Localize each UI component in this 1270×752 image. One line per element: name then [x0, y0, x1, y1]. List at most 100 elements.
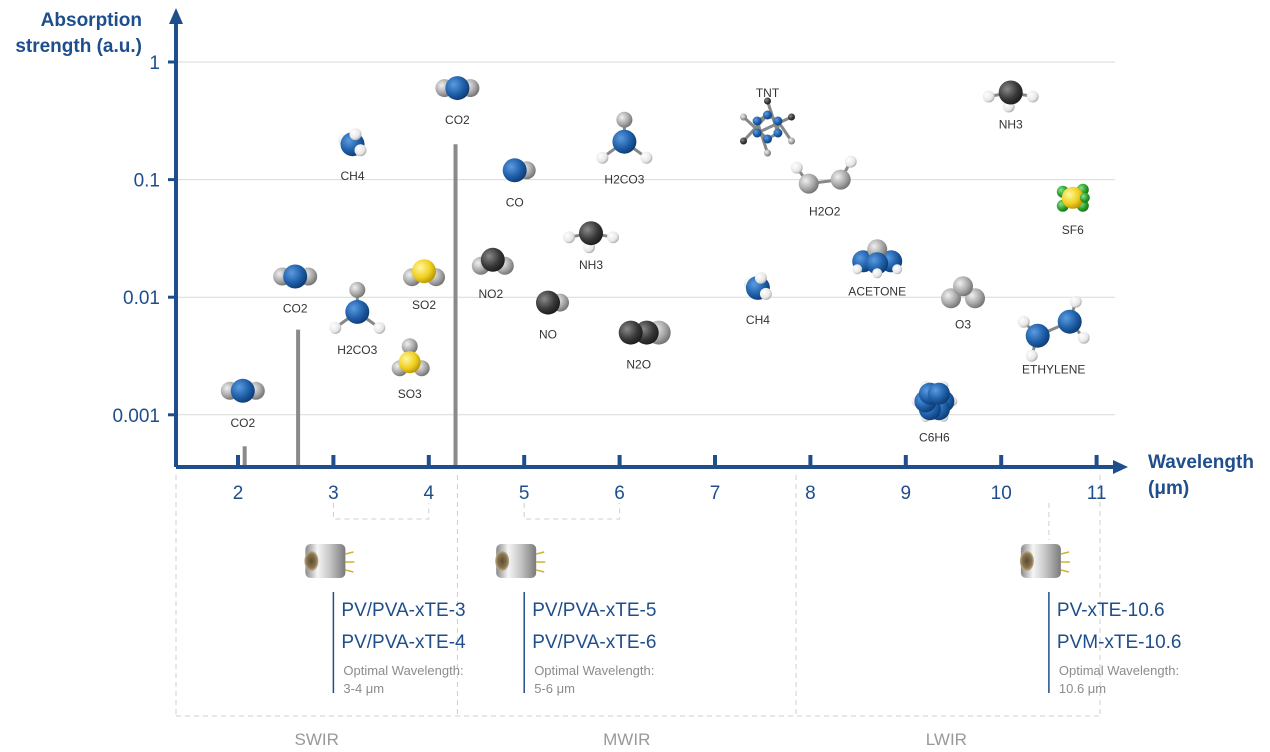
molecule-co2: CO2: [435, 76, 480, 127]
blue-atom: [773, 116, 783, 126]
band-label: MWIR: [603, 730, 650, 749]
molecule-label: CH4: [746, 313, 770, 327]
molecule-so2: SO2: [403, 259, 445, 312]
gray-atom: [401, 338, 418, 355]
molecule-so3: SO3: [391, 338, 430, 401]
molecule-sf6: SF6: [1056, 183, 1090, 237]
bond: [742, 113, 769, 143]
yellow-atom: [1061, 186, 1084, 209]
white-atom: [754, 271, 767, 284]
molecule-label: H2CO3: [337, 343, 377, 357]
optimal-value: 10.6 μm: [1059, 681, 1106, 696]
molecule-label: NH3: [999, 118, 1023, 132]
blue-atom: [502, 158, 527, 183]
x-axis-title-line2: (μm): [1148, 478, 1189, 499]
product-name: PVM-xTE-10.6: [1057, 632, 1182, 653]
product-name: PV/PVA-xTE-6: [532, 632, 656, 653]
dark-atom: [579, 221, 603, 246]
white-atom: [844, 155, 857, 168]
white-atom: [354, 144, 367, 157]
blue-atom: [445, 76, 470, 101]
blue-atom: [866, 252, 889, 275]
molecule-h2co3: H2CO3: [329, 281, 386, 357]
x-axis-arrow: [1113, 460, 1128, 474]
optimal-label: Optimal Wavelength:: [343, 663, 463, 678]
detector-pin: [345, 569, 354, 573]
molecule-co2: CO2: [273, 264, 318, 316]
molecule-acetone: ACETONE: [848, 239, 906, 298]
blue-atom: [345, 299, 370, 324]
molecule-ethylene: ETHYLENE: [1017, 295, 1090, 377]
product-name: PV/PVA-xTE-4: [341, 632, 466, 653]
grid-layer: 1 0.1 0.01 0.001: [112, 53, 1115, 427]
gray-atom: [740, 113, 747, 121]
dark-atom: [618, 320, 643, 345]
molecule-label: SO2: [412, 298, 436, 312]
molecule-label: CO2: [230, 416, 255, 430]
product-name: PV/PVA-xTE-5: [532, 600, 656, 621]
white-atom: [640, 151, 653, 164]
white-atom: [759, 287, 772, 300]
band-layer: SWIR MWIR LWIR: [175, 475, 1101, 749]
blue-atom: [763, 110, 772, 120]
white-atom: [872, 268, 883, 279]
blue-atom: [1025, 323, 1050, 348]
molecule-label: SF6: [1062, 223, 1084, 237]
white-atom: [607, 231, 619, 244]
molecule-label: O3: [955, 317, 971, 331]
detector-pin: [1060, 551, 1070, 555]
bond: [756, 115, 793, 135]
white-atom: [1077, 331, 1090, 344]
molecule-label: TNT: [756, 86, 780, 100]
detector-icon: [1019, 544, 1070, 578]
dark-atom: [764, 97, 771, 105]
y-tick-label: 0.1: [134, 171, 160, 192]
y-axis-arrow: [169, 8, 183, 24]
green-atom: [1079, 192, 1090, 203]
x-tick-label: 3: [328, 483, 339, 504]
white-atom: [596, 151, 609, 164]
blue-atom: [612, 129, 637, 154]
product-name: PV-xTE-10.6: [1057, 600, 1165, 621]
molecule-layer: CO2 CO2 CH4 H2CO3 SO2 SO3 CO2 NO2 CO NO NH3 H2CO3 N2…: [220, 76, 1090, 444]
x-axis-title-line1: Wavelength: [1148, 452, 1254, 473]
molecule-ch4: CH4: [743, 271, 772, 327]
x-tick-label: 2: [233, 483, 244, 504]
blue-atom: [752, 128, 762, 138]
optimal-value: 5-6 μm: [534, 681, 575, 696]
detector-icon: [304, 544, 355, 578]
blue-atom: [763, 134, 772, 144]
blue-atom: [927, 382, 950, 405]
molecule-h2co3: H2CO3: [596, 111, 653, 187]
optimal-label: Optimal Wavelength:: [1059, 663, 1179, 678]
x-tick-label: 9: [901, 483, 912, 504]
detector-pin: [345, 551, 354, 555]
molecule-label: CO2: [445, 113, 470, 127]
dark-atom: [998, 80, 1023, 105]
detector-window: [1019, 551, 1034, 571]
product-group: PV/PVA-xTE-5 PV/PVA-xTE-6 Optimal Waveleng…: [495, 503, 656, 696]
gray-atom: [349, 281, 366, 298]
detector-pin: [536, 551, 545, 555]
band-label: SWIR: [295, 730, 339, 749]
white-atom: [790, 161, 803, 174]
molecule-nh3: NH3: [982, 80, 1039, 132]
product-group: PV-xTE-10.6 PVM-xTE-10.6 Optimal Wavelengt…: [1019, 503, 1182, 696]
dark-atom: [480, 247, 505, 272]
detector-pin: [536, 569, 545, 573]
white-atom: [563, 231, 575, 244]
detector-window: [304, 551, 319, 571]
white-atom: [1017, 315, 1030, 328]
bond: [766, 100, 780, 134]
white-atom: [852, 264, 863, 275]
molecule-tnt: TNT: [740, 86, 795, 157]
molecule-label: CH4: [340, 169, 364, 183]
molecule-c6h6: C6H6: [911, 380, 958, 444]
product-group: PV/PVA-xTE-3 PV/PVA-xTE-4 Optimal Waveleng…: [304, 503, 466, 696]
detector-body: [496, 544, 537, 578]
gray-atom: [953, 276, 973, 297]
gray-atom: [616, 111, 633, 128]
yellow-atom: [412, 259, 436, 284]
detector-pin: [1060, 569, 1070, 573]
